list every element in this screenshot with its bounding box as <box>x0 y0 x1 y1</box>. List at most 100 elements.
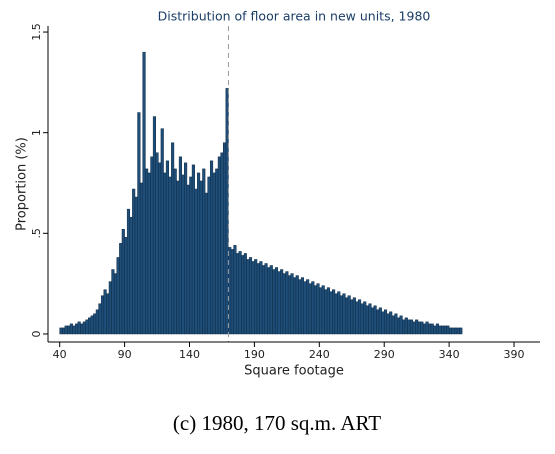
bar <box>168 176 172 335</box>
bar <box>386 313 390 335</box>
bar <box>173 168 177 335</box>
bar <box>295 275 299 335</box>
x-tick-label: 40 <box>53 348 67 361</box>
bar <box>251 261 255 335</box>
bar <box>100 295 105 335</box>
bar <box>355 301 359 335</box>
bar <box>246 259 250 335</box>
bar <box>287 275 292 335</box>
bar <box>160 128 164 335</box>
bar <box>391 315 395 335</box>
bar <box>321 285 325 335</box>
bar <box>230 249 234 335</box>
bar <box>269 265 273 335</box>
bar <box>409 319 414 335</box>
bar <box>342 293 346 335</box>
bar <box>350 299 354 335</box>
bar <box>165 160 169 335</box>
bar <box>124 237 128 335</box>
bar <box>80 323 84 335</box>
bar <box>163 172 167 335</box>
bar <box>207 176 211 335</box>
bar <box>280 269 284 335</box>
bar <box>194 188 198 335</box>
bar <box>422 323 427 335</box>
x-axis-label: Square footage <box>244 364 344 379</box>
bar <box>454 327 458 335</box>
bar <box>259 261 263 335</box>
bar <box>158 162 162 335</box>
bar <box>59 327 63 335</box>
bar <box>62 327 66 335</box>
x-tick-label: 240 <box>309 348 330 361</box>
bar <box>402 319 406 335</box>
x-tick-label: 140 <box>179 348 200 361</box>
bar <box>358 299 362 335</box>
bar <box>407 319 411 335</box>
bar <box>126 208 131 335</box>
bar <box>256 263 260 335</box>
bar <box>303 281 307 335</box>
bar <box>420 321 424 335</box>
bar <box>95 309 99 335</box>
bar <box>64 325 68 335</box>
bar <box>191 164 195 335</box>
bar <box>202 168 206 335</box>
bar <box>189 176 193 335</box>
bar <box>329 291 333 335</box>
chart-title: Distribution of floor area in new units,… <box>158 9 431 24</box>
bar <box>332 289 336 335</box>
bar <box>238 251 242 335</box>
bar <box>155 152 159 335</box>
bar <box>459 327 463 335</box>
bar <box>376 309 380 335</box>
bar <box>199 180 203 335</box>
bar <box>368 303 372 335</box>
bar <box>347 295 351 335</box>
x-tick-label: 90 <box>118 348 132 361</box>
bar <box>272 269 276 335</box>
bar <box>264 263 268 335</box>
bar <box>324 289 328 335</box>
bar <box>108 281 112 335</box>
bar <box>298 279 302 335</box>
bar <box>319 287 323 335</box>
bar <box>378 307 382 335</box>
bar <box>75 323 79 335</box>
bar <box>176 180 180 335</box>
bar <box>448 327 452 335</box>
bar <box>267 267 271 335</box>
bar <box>365 305 369 335</box>
bar <box>82 321 86 335</box>
bar <box>360 303 364 335</box>
y-tick-label: 1 <box>30 129 43 136</box>
bar <box>210 160 214 335</box>
bar <box>451 327 455 335</box>
bar <box>223 142 227 335</box>
bar <box>132 188 136 335</box>
bar <box>394 313 398 335</box>
bar <box>106 293 110 335</box>
bar <box>300 277 304 335</box>
bar <box>313 285 317 335</box>
bar <box>145 168 149 335</box>
bar <box>171 142 175 335</box>
bar <box>433 325 437 335</box>
bar <box>233 245 237 335</box>
bar <box>235 253 240 335</box>
bar <box>274 267 279 335</box>
bar <box>282 273 286 335</box>
bar <box>285 271 289 335</box>
bar <box>212 172 216 335</box>
bar <box>415 319 419 335</box>
bar <box>345 297 349 335</box>
bar <box>147 172 151 335</box>
bar <box>417 321 421 335</box>
bar <box>261 265 266 335</box>
bar <box>72 325 76 335</box>
bar <box>225 88 229 335</box>
bar <box>425 321 429 335</box>
bar <box>103 289 107 335</box>
bar <box>142 51 146 335</box>
bar <box>430 323 434 335</box>
